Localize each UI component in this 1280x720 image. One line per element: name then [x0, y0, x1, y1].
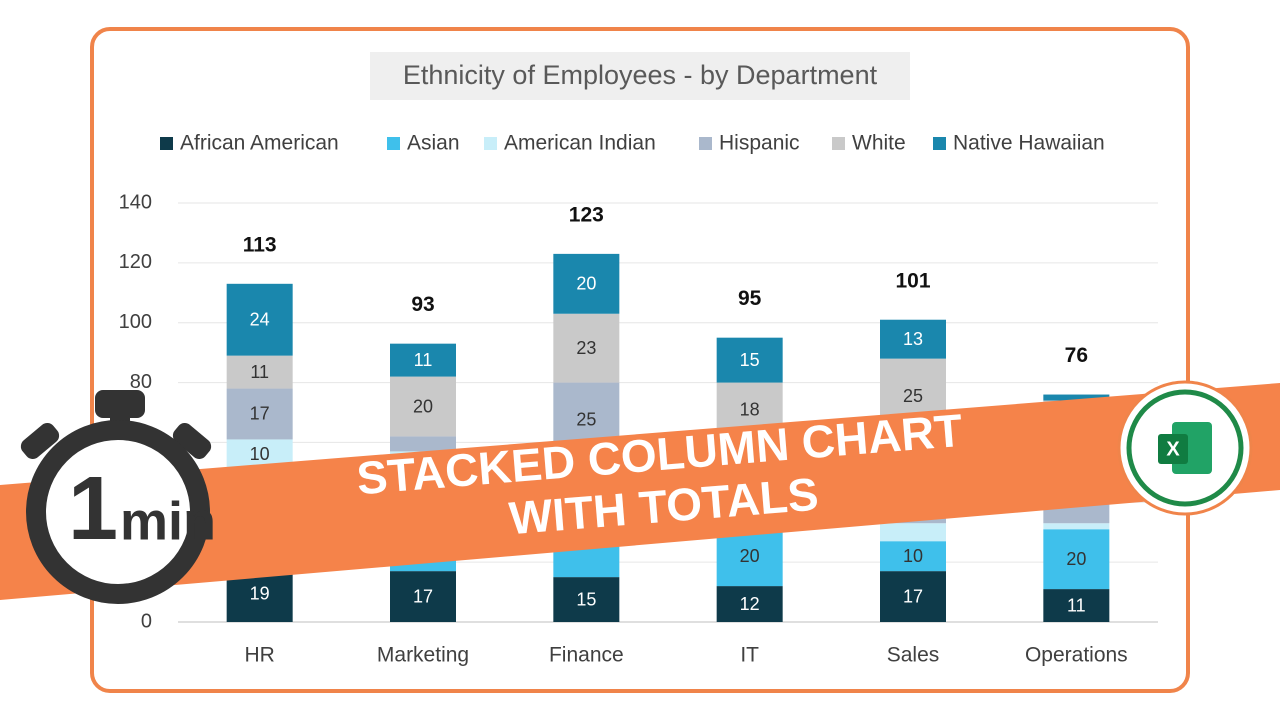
stopwatch: 1 min: [20, 390, 216, 604]
bar-segment: [880, 541, 946, 572]
data-label: 20: [740, 546, 760, 566]
x-tick-label: Sales: [887, 644, 940, 667]
stopwatch-unit: min: [120, 491, 216, 551]
data-label: 11: [250, 362, 269, 382]
legend-label: Hispanic: [719, 132, 800, 155]
data-label: 11: [1067, 595, 1086, 615]
total-label: 113: [243, 233, 277, 256]
data-label: 19: [250, 583, 270, 603]
data-label: 10: [250, 444, 270, 464]
bar-segment: [553, 253, 620, 314]
legend-label: Native Hawaiian: [953, 132, 1105, 155]
legend-swatch: [387, 137, 400, 150]
legend-swatch: [933, 137, 946, 150]
total-label: 123: [569, 203, 604, 226]
stopwatch-number: 1: [68, 459, 118, 559]
data-label: 12: [740, 594, 760, 614]
bar-segment: [716, 586, 783, 622]
data-label: 24: [250, 309, 270, 329]
data-label: 17: [250, 404, 270, 424]
title-box: [370, 52, 910, 100]
x-tick-label: Marketing: [377, 644, 469, 667]
bar-segment: [880, 571, 946, 622]
data-label: 10: [903, 546, 923, 566]
y-tick-label: 120: [119, 251, 152, 273]
stopwatch-button: [20, 422, 60, 460]
logo-tile: [1158, 434, 1188, 464]
total-label: 101: [895, 269, 930, 292]
legend-label: White: [852, 132, 906, 155]
data-label: 15: [576, 589, 596, 609]
x-tick-label: IT: [740, 644, 759, 667]
stopwatch-face: [26, 420, 210, 604]
data-label: 13: [903, 329, 923, 349]
bar-segment: [1043, 529, 1110, 590]
legend-label: Asian: [407, 132, 460, 155]
bar-segment: [1043, 394, 1110, 401]
legend-swatch: [484, 137, 497, 150]
bar-segment: [1043, 523, 1110, 530]
legend-swatch: [160, 137, 173, 150]
legend-label: African American: [180, 132, 339, 155]
bar-segment: [226, 283, 293, 356]
bar-segment: [390, 571, 456, 622]
y-tick-label: 100: [119, 311, 152, 333]
data-label: 20: [1066, 549, 1086, 569]
bar-segment: [226, 355, 293, 389]
data-label: 11: [414, 350, 433, 370]
logo-letter: X: [1166, 438, 1180, 460]
stopwatch-knob: [95, 390, 145, 418]
y-tick-label: 0: [141, 610, 152, 632]
data-label: 17: [903, 586, 923, 606]
data-label: 25: [903, 386, 923, 406]
data-label: 18: [740, 399, 760, 419]
y-tick-label: 140: [119, 191, 152, 213]
data-label: 15: [740, 350, 760, 370]
bar-segment: [226, 388, 293, 440]
bar-segment: [880, 523, 946, 542]
bar-segment: [553, 577, 620, 622]
x-tick-label: Operations: [1025, 644, 1128, 667]
bar-segment: [553, 313, 620, 383]
x-tick-label: Finance: [549, 644, 624, 667]
total-label: 93: [411, 293, 434, 316]
total-label: 95: [738, 287, 762, 310]
bar-segment: [390, 343, 456, 377]
bar-segment: [716, 337, 783, 383]
legend-swatch: [699, 137, 712, 150]
data-label: 23: [576, 338, 596, 358]
y-tick-label: 80: [130, 371, 152, 393]
stopwatch-button: [172, 422, 212, 460]
chart-title: Ethnicity of Employees - by Department: [403, 60, 878, 90]
legend-swatch: [832, 137, 845, 150]
banner: [0, 383, 1280, 600]
data-label: 20: [413, 396, 433, 416]
x-tick-label: HR: [244, 644, 274, 667]
excel-logo: X: [1117, 380, 1253, 516]
legend-label: American Indian: [504, 132, 656, 155]
data-label: 20: [576, 274, 596, 294]
bar-segment: [390, 376, 456, 437]
total-label: 76: [1065, 344, 1088, 367]
bar-segment: [390, 436, 456, 452]
data-label: 17: [413, 586, 433, 606]
data-label: 25: [576, 410, 596, 430]
bar-segment: [880, 319, 946, 359]
bar-segment: [1043, 589, 1110, 622]
